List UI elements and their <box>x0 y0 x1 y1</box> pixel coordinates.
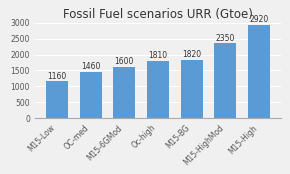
Title: Fossil Fuel scenarios URR (Gtoe): Fossil Fuel scenarios URR (Gtoe) <box>63 9 253 21</box>
Bar <box>147 61 169 118</box>
Bar <box>46 81 68 118</box>
Bar <box>113 67 135 118</box>
Text: 1820: 1820 <box>182 50 201 60</box>
Text: 1460: 1460 <box>81 62 100 71</box>
Text: 1160: 1160 <box>47 72 67 81</box>
Text: 1600: 1600 <box>115 57 134 66</box>
Bar <box>248 25 270 118</box>
Bar <box>215 43 236 118</box>
Bar <box>181 60 203 118</box>
Text: 1810: 1810 <box>148 51 168 60</box>
Bar <box>80 72 101 118</box>
Text: 2920: 2920 <box>249 15 269 24</box>
Text: 2350: 2350 <box>216 34 235 43</box>
